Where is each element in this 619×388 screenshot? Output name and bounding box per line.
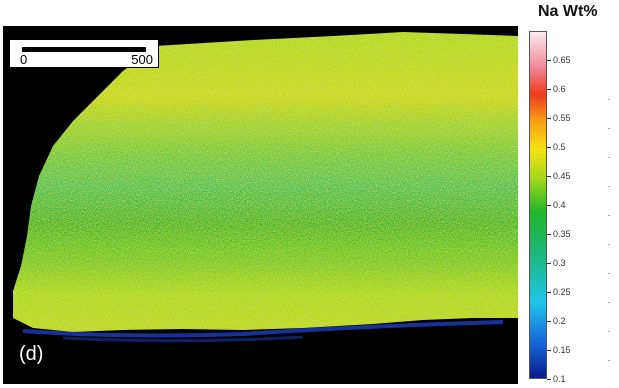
panel-label: (d) (19, 343, 44, 365)
edge-mark (608, 302, 610, 303)
scale-bar-start-label: 0 (20, 52, 28, 67)
colorbar-tick (547, 118, 551, 119)
scale-bar-line (22, 47, 146, 52)
edge-mark (608, 360, 610, 361)
colorbar (529, 31, 547, 379)
colorbar-tick (547, 379, 551, 380)
edge-mark (608, 186, 610, 187)
na-concentration-map (3, 26, 518, 384)
colorbar-tick (547, 176, 551, 177)
colorbar-tick-label: 0.5 (553, 142, 566, 152)
edge-mark (608, 331, 610, 332)
colorbar-tick-label: 0.1 (553, 374, 566, 384)
colorbar-tick-label: 0.4 (553, 200, 566, 210)
colorbar-tick (547, 263, 551, 264)
edge-mark (608, 157, 610, 158)
colorbar-tick (547, 321, 551, 322)
colorbar-tick (547, 234, 551, 235)
colorbar-tick (547, 292, 551, 293)
edge-mark (608, 244, 610, 245)
colorbar-tick-label: 0.45 (553, 171, 571, 181)
colorbar-tick (547, 60, 551, 61)
colorbar-tick (547, 89, 551, 90)
colorbar-tick (547, 205, 551, 206)
colorbar-tick-label: 0.25 (553, 287, 571, 297)
element-map-image: 0 500 (d) (3, 26, 518, 384)
edge-mark (608, 99, 610, 100)
colorbar-tick-label: 0.15 (553, 345, 571, 355)
colorbar-tick-label: 0.35 (553, 229, 571, 239)
scale-bar-end-label: 500 (131, 52, 153, 67)
colorbar-tick (547, 350, 551, 351)
colorbar-tick-label: 0.65 (553, 55, 571, 65)
scale-bar: 0 500 (9, 39, 159, 68)
colorbar-tick-label: 0.55 (553, 113, 571, 123)
colorbar-tick-label: 0.3 (553, 258, 566, 268)
edge-mark (608, 273, 610, 274)
colorbar-title: Na Wt% (538, 3, 598, 20)
edge-mark (608, 128, 610, 129)
colorbar-tick-label: 0.2 (553, 316, 566, 326)
colorbar-tick-label: 0.6 (553, 84, 566, 94)
edge-mark (608, 215, 610, 216)
colorbar-tick (547, 147, 551, 148)
